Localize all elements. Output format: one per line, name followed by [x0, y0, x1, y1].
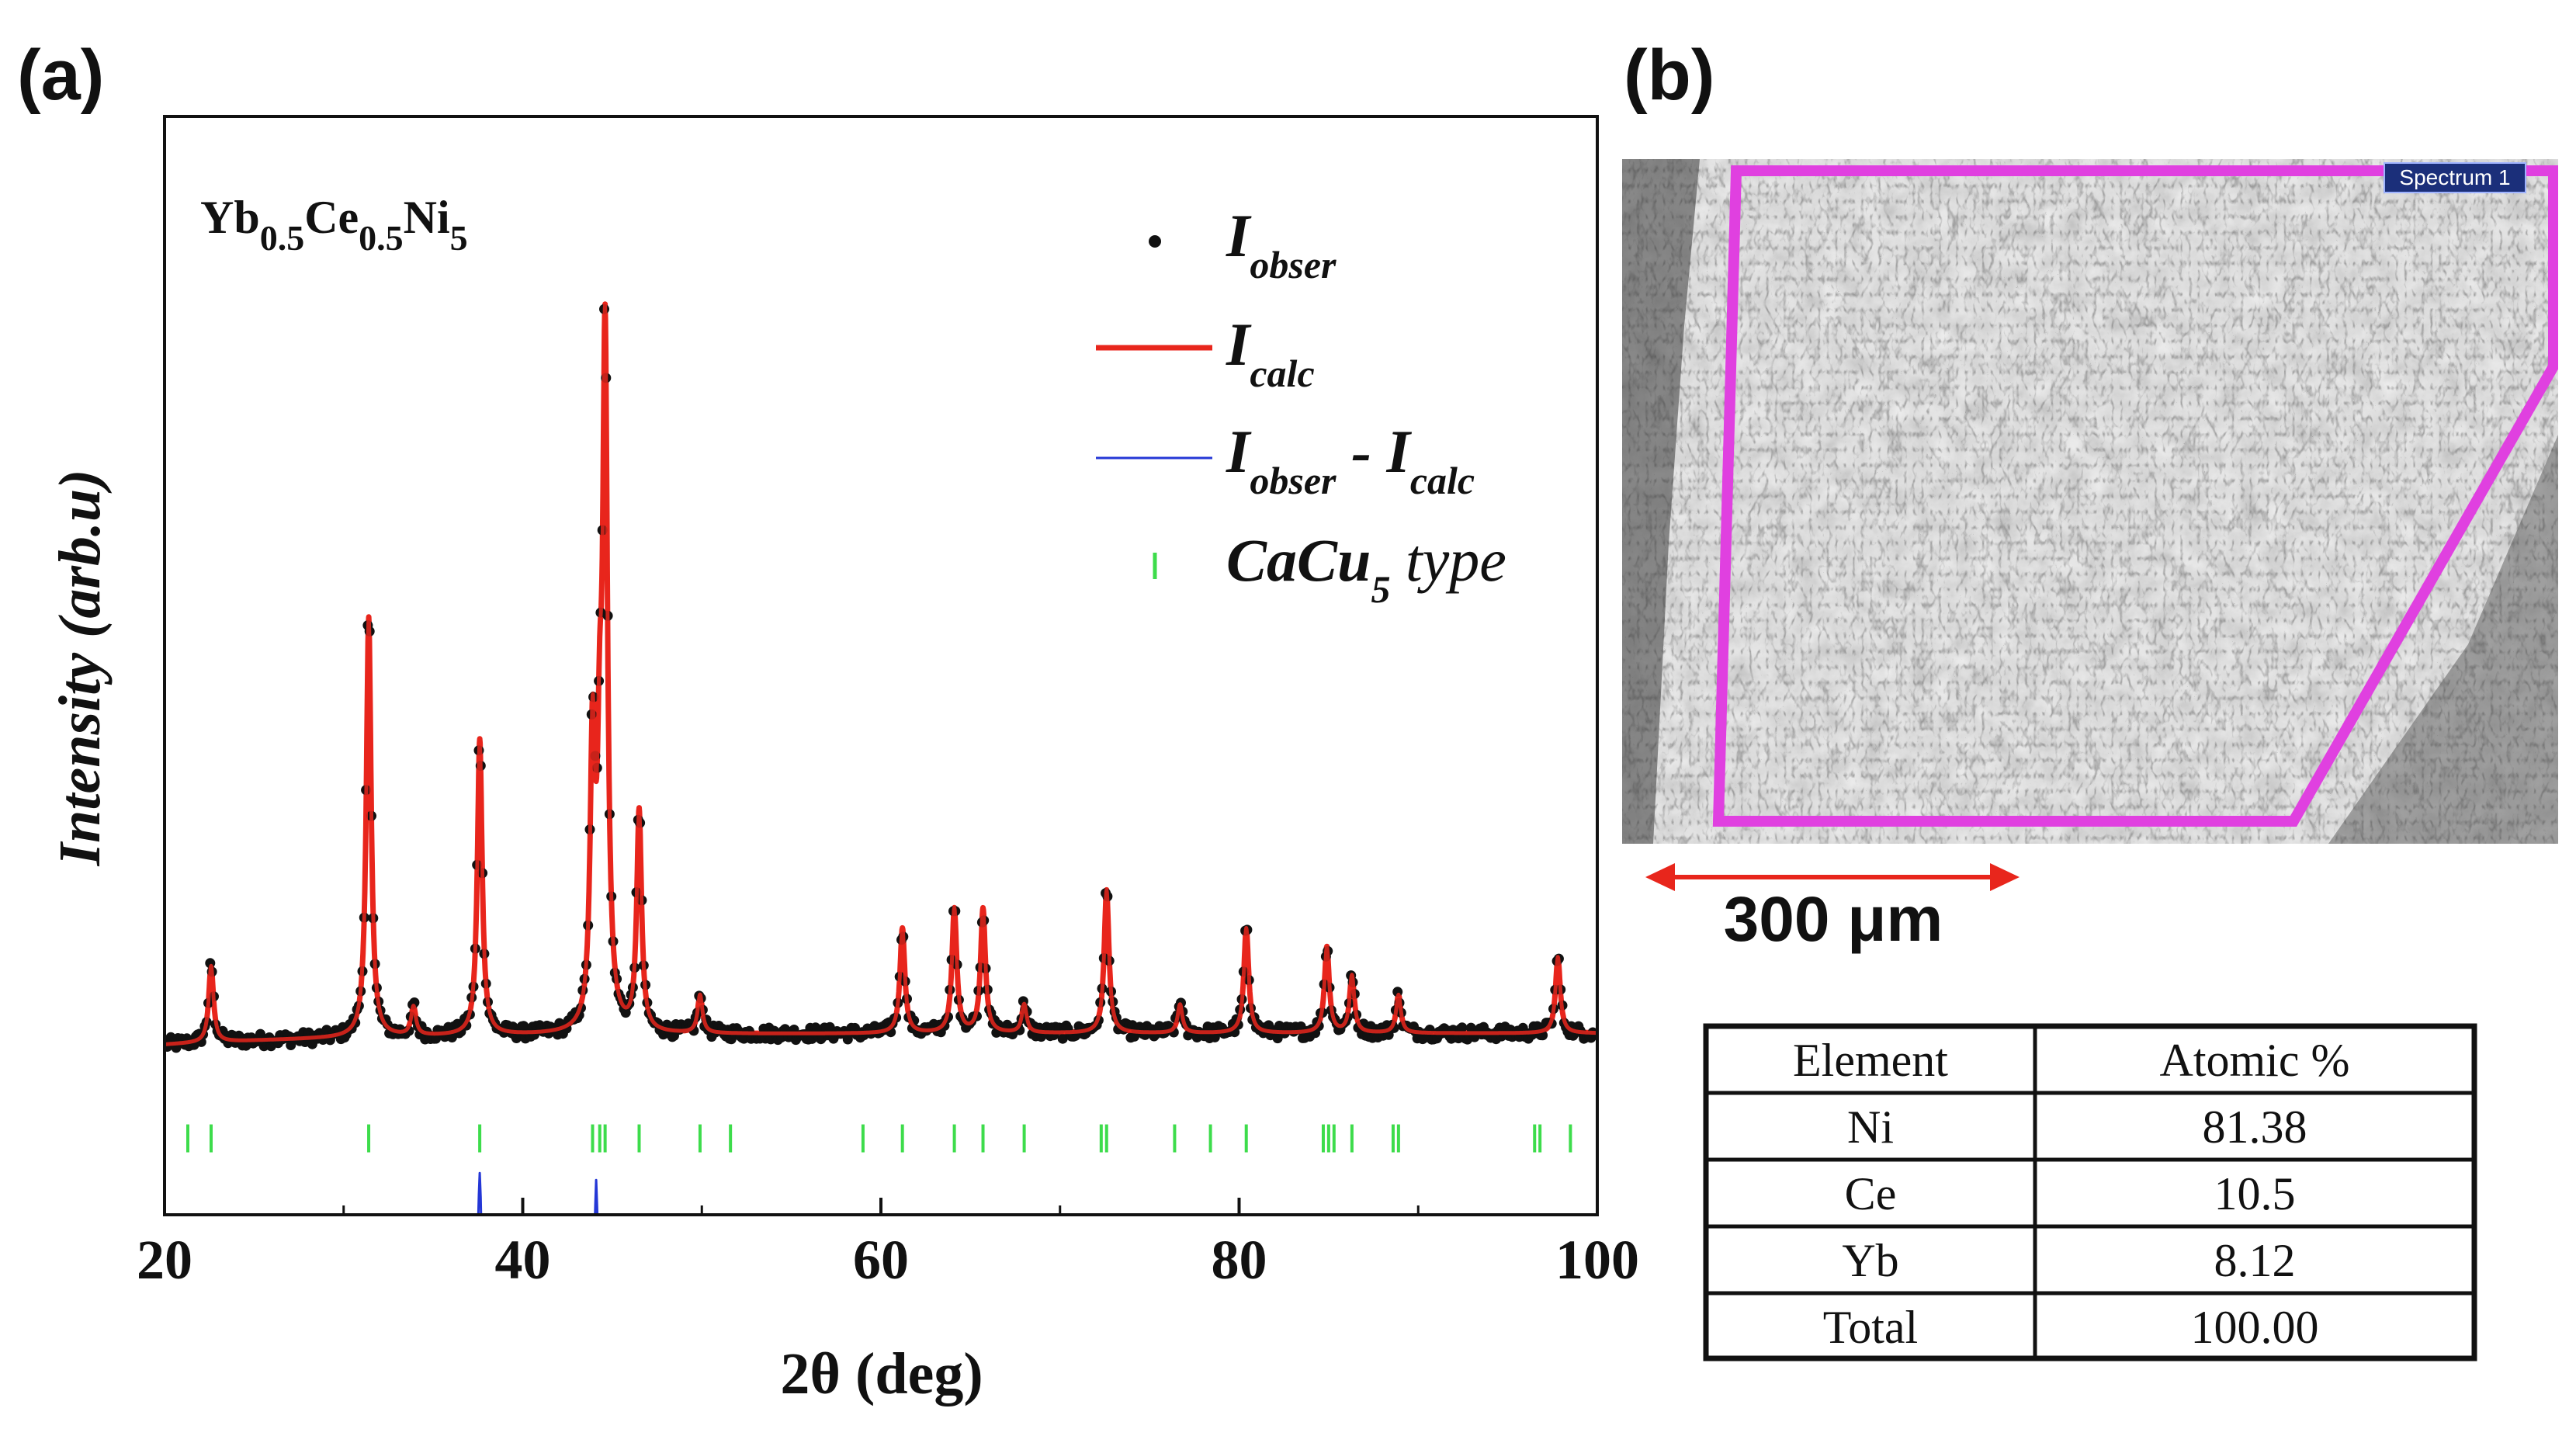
observed-point — [1272, 1033, 1283, 1044]
table-cell-atomic: 8.12 — [2214, 1235, 2296, 1286]
x-tick-label: 60 — [853, 1229, 909, 1291]
scale-bar-label: 300 μm — [1724, 884, 1943, 955]
composition-table: Element Atomic % Ni 81.38 Ce 10.5 Yb 8.1… — [1703, 1023, 2477, 1361]
observed-point — [508, 1022, 518, 1032]
legend-calculated-label: Icalc — [1226, 310, 1315, 395]
legend-difference-label: Iobser - Icalc — [1226, 418, 1475, 502]
scale-bar: 300 μm — [1645, 863, 2020, 955]
xrd-plot: 20 40 60 80 100 2θ (deg) Intensity (arb.u) Y… — [47, 115, 1639, 1407]
calculated-curve-overlay — [165, 302, 1597, 1046]
legend: Iobser Icalc Iobser - Icalc CaCu5 type — [1096, 202, 1506, 611]
table-cell-element: Ni — [1847, 1101, 1894, 1153]
table-frame — [1703, 1023, 2477, 1361]
legend-bragg-label: CaCu5 type — [1226, 526, 1506, 611]
table-cell-atomic: 81.38 — [2203, 1101, 2307, 1153]
table-cell-atomic: 10.5 — [2214, 1168, 2296, 1219]
observed-point — [1517, 1022, 1528, 1033]
scale-bar-left-arrow — [1645, 863, 1675, 891]
legend-observed-marker — [1149, 235, 1161, 248]
table-cell-element: Total — [1823, 1302, 1918, 1353]
plot-frame — [163, 115, 1599, 1216]
calculated-curve — [165, 301, 1597, 1047]
table-header-atomic: Atomic % — [2160, 1035, 2350, 1086]
scale-bar-right-arrow — [1990, 863, 2020, 891]
panel-b-label: (b) — [1624, 36, 1714, 115]
observed-point — [1532, 1021, 1543, 1032]
compound-formula: Yb0.5Ce0.5Ni5 — [200, 192, 468, 258]
x-tick-label: 80 — [1212, 1229, 1267, 1291]
spectrum-label-box — [2384, 162, 2526, 193]
y-axis-title: Intensity (arb.u) — [47, 470, 113, 867]
x-tick-label: 40 — [495, 1229, 551, 1291]
x-axis-title: 2θ (deg) — [780, 1341, 983, 1407]
spectrum-label: Spectrum 1 — [2399, 165, 2510, 189]
observed-point — [1457, 1022, 1468, 1033]
sem-right-dark-edge — [2328, 435, 2558, 844]
x-tick-label: 100 — [1555, 1229, 1639, 1291]
table-cell-element: Ce — [1845, 1168, 1897, 1219]
panel-a-label: (a) — [17, 36, 104, 115]
bragg-ticks — [185, 1124, 1572, 1153]
table-header-element: Element — [1793, 1035, 1948, 1086]
x-tick-label: 20 — [137, 1229, 192, 1291]
sem-micrograph: Spectrum 1 — [1622, 159, 2558, 844]
sem-crack-texture — [1622, 159, 2558, 844]
legend-observed-label: Iobser — [1226, 202, 1337, 286]
table-cell-element: Yb — [1842, 1235, 1898, 1286]
sem-left-dark-edge — [1622, 159, 1700, 844]
x-axis-ticks: 20 40 60 80 100 — [137, 1198, 1639, 1291]
table-cell-atomic: 100.00 — [2191, 1302, 2319, 1353]
